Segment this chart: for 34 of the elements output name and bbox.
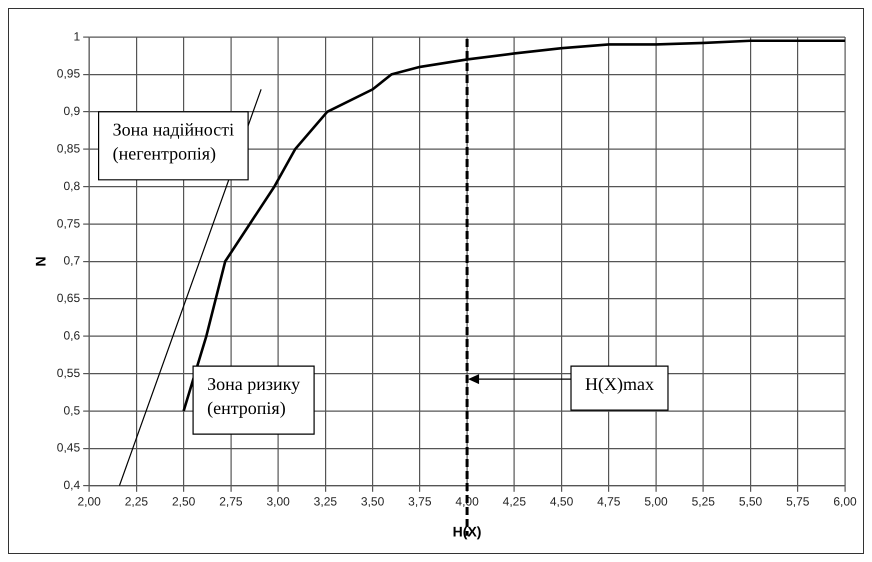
x-tick-label: 2,50 [172,494,196,508]
x-tick-label: 3,25 [314,494,338,508]
x-tick-label: 5,75 [786,494,810,508]
y-tick-label: 0,8 [63,178,80,193]
y-tick-label: 0,45 [56,440,80,455]
annotation: Зона надійності (негентропія) [112,120,234,164]
x-tick-label: 4,75 [597,494,621,508]
x-tick-label: 5,25 [692,494,716,508]
ref-line-label: H(X)max [585,374,654,394]
y-tick-label: 0,75 [56,216,80,230]
y-tick-label: 0,5 [63,403,80,418]
x-tick-label: 5,00 [644,494,668,508]
y-tick-label: 0,65 [56,291,80,306]
y-tick-label: 0,9 [63,104,80,118]
x-tick-label: 4,25 [502,494,526,508]
y-axis-title: N [32,256,48,266]
x-tick-label: 3,75 [408,494,432,508]
x-tick-label: 2,75 [219,494,243,508]
x-tick-label: 2,00 [77,494,102,508]
annotation: Зона ризику (ентропія) [207,374,300,418]
x-tick-label: 6,00 [833,494,857,508]
y-tick-label: 0,6 [63,328,80,343]
x-tick-label: 4,50 [550,494,574,508]
x-tick-label: 5,50 [738,494,763,508]
y-tick-label: 1 [73,29,80,44]
y-tick-label: 0,95 [56,66,80,81]
y-tick-label: 0,7 [63,254,80,268]
x-tick-label: 3,50 [360,494,385,508]
y-tick-label: 0,55 [56,366,80,380]
y-tick-label: 0,4 [63,478,80,492]
x-tick-label: 2,25 [124,494,148,508]
y-tick-label: 0,85 [56,142,80,156]
x-axis-title: H(X) [452,523,482,540]
x-tick-label: 3,00 [266,494,290,508]
